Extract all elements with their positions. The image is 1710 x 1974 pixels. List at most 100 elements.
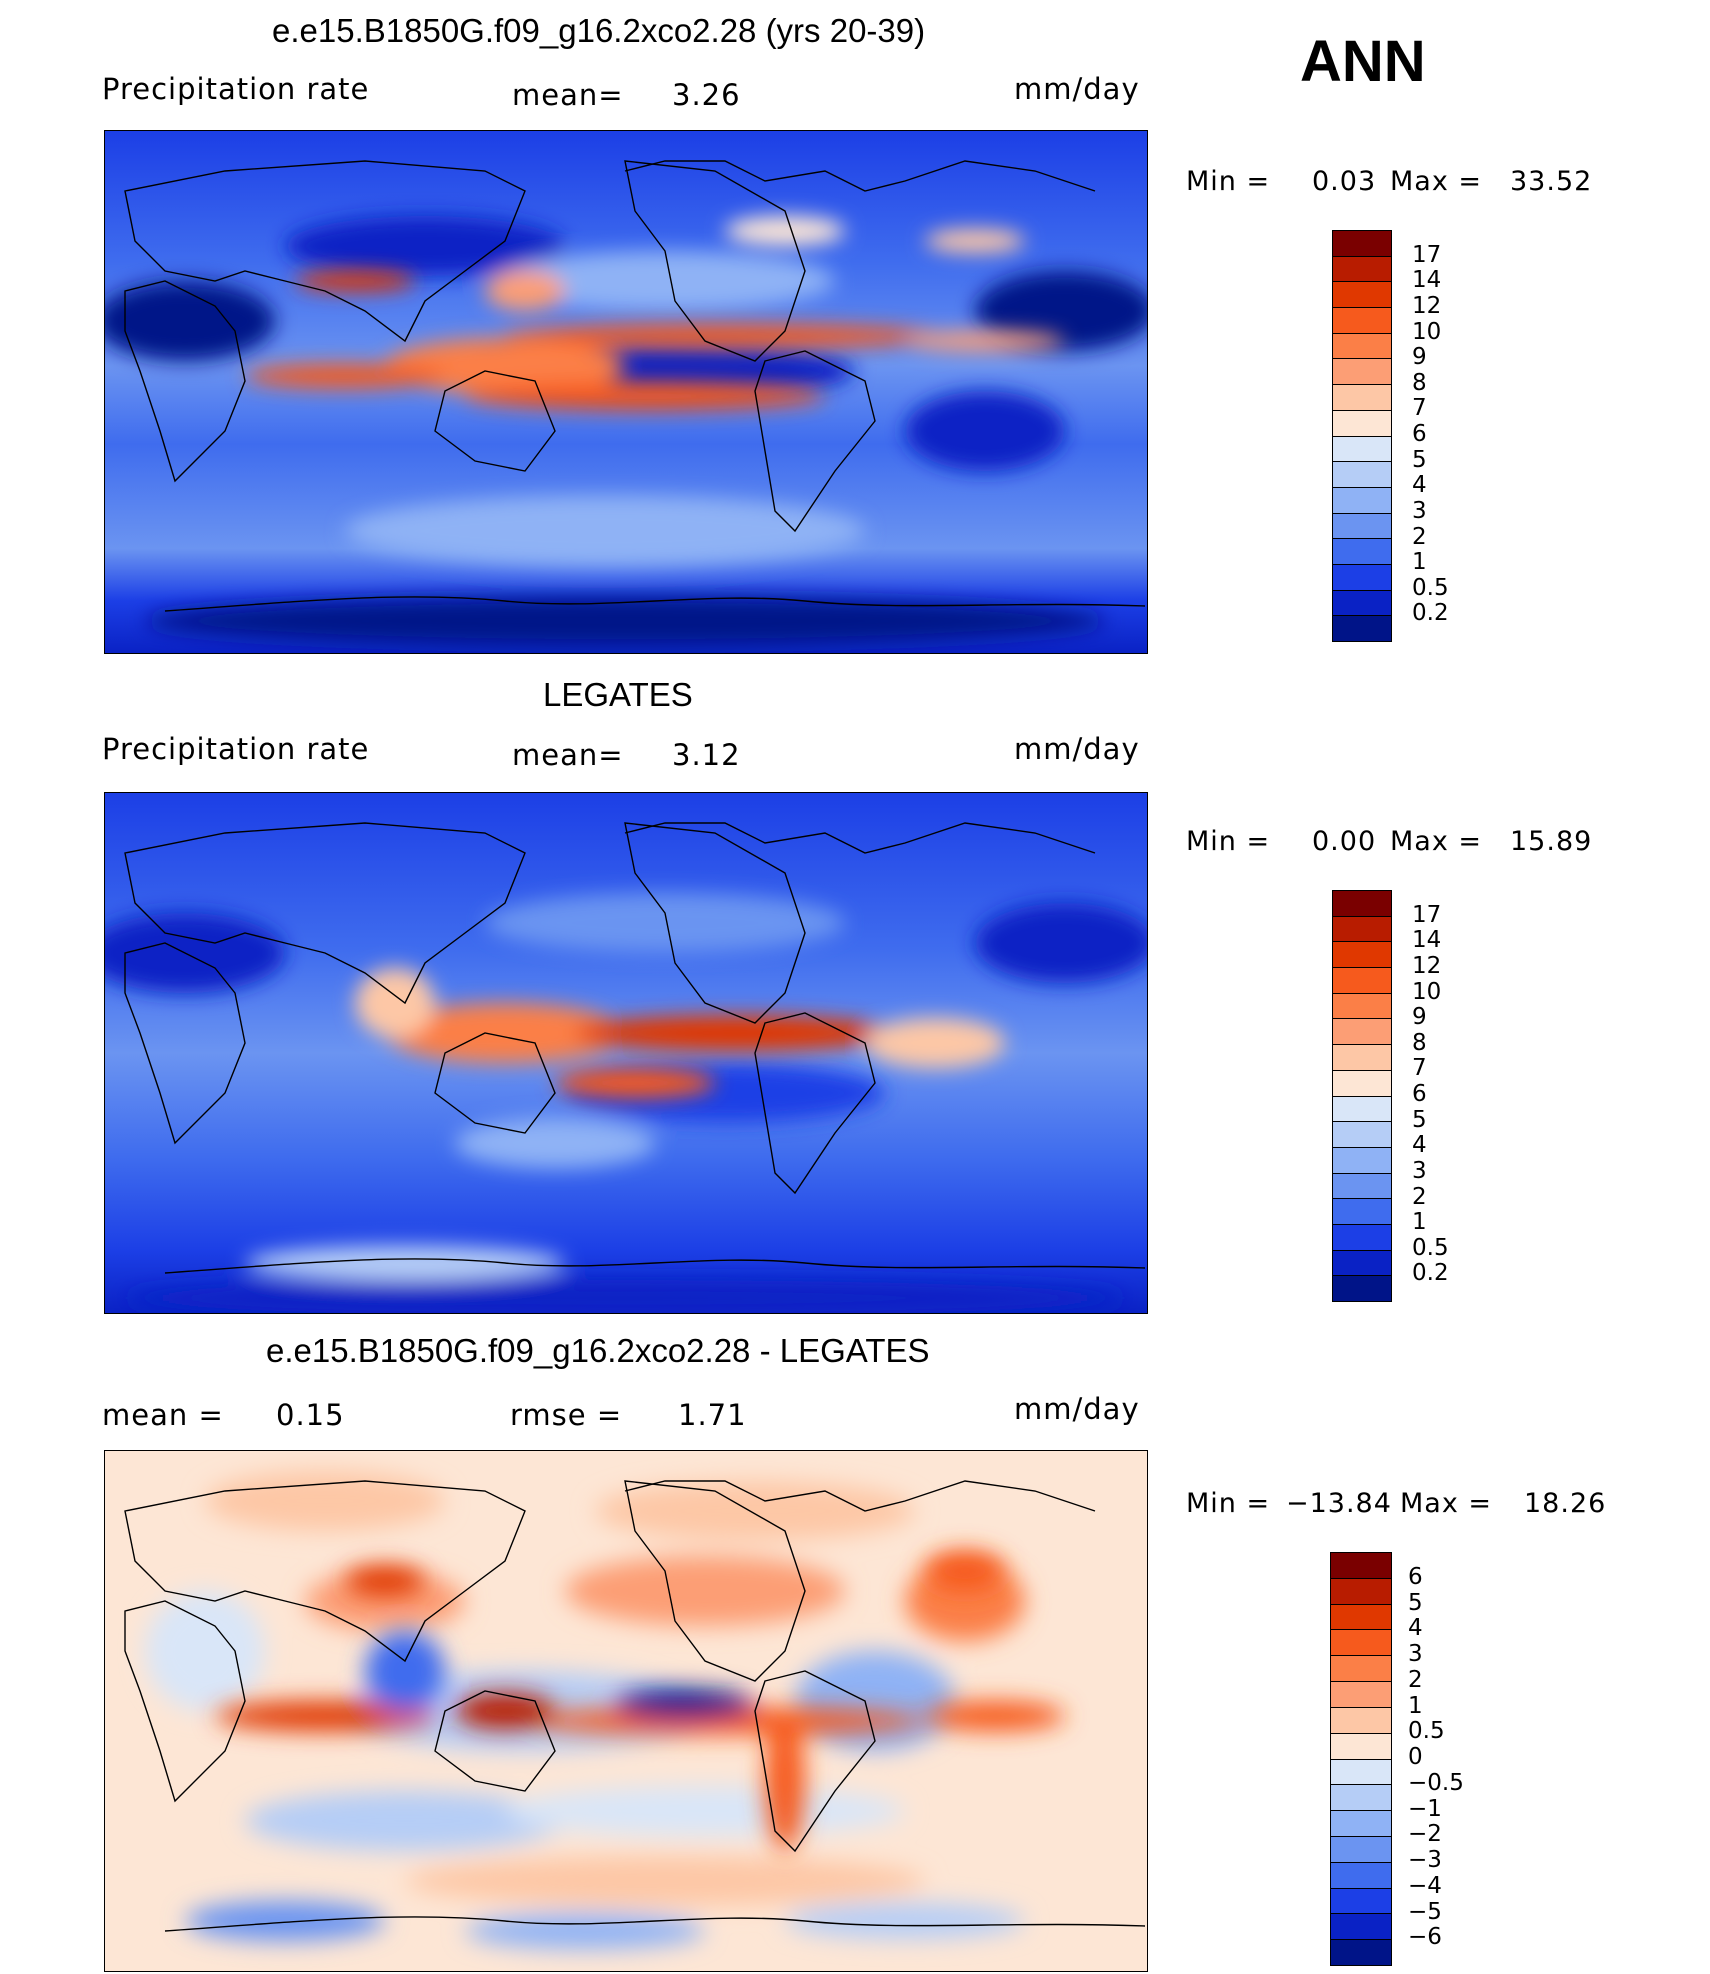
panel1-mean-label: mean= (512, 78, 624, 112)
colorbar-swatch (1333, 282, 1391, 309)
colorbar-swatch (1331, 1862, 1391, 1889)
panel2-mean-value: 3.12 (672, 738, 741, 772)
colorbar-level-label: −3 (1408, 1847, 1442, 1873)
panel2-title: LEGATES (543, 676, 693, 713)
panel3-mean-label: mean = (102, 1398, 224, 1432)
colorbar-level-label: 1 (1412, 1209, 1427, 1236)
colorbar-swatch (1333, 916, 1391, 943)
colorbar-level-label: 0 (1408, 1744, 1423, 1770)
colorbar-swatch (1331, 1656, 1391, 1683)
colorbar-level-label: 0.5 (1408, 1718, 1445, 1745)
colorbar-level-label: 6 (1408, 1563, 1423, 1590)
colorbar-level-label: 4 (1408, 1615, 1423, 1642)
colorbar-swatch (1333, 564, 1391, 591)
panel3-rmse-label: rmse = (510, 1398, 623, 1432)
colorbar-level-label: −1 (1408, 1795, 1442, 1822)
panel1-max-value: 33.52 (1510, 166, 1593, 197)
colorbar-level-label: 7 (1412, 1055, 1427, 1082)
panel3-title: e.e15.B1850G.f09_g16.2xco2.28 - LEGATES (266, 1332, 930, 1369)
panel2-units: mm/day (1014, 732, 1140, 766)
panel1-map (104, 130, 1148, 654)
panel2-mean-label: mean= (512, 738, 624, 772)
colorbar-swatch (1333, 1070, 1391, 1097)
panel1-min-value: 0.03 (1312, 166, 1377, 197)
colorbar-level-label: 9 (1412, 344, 1427, 371)
colorbar-level-label: 12 (1412, 292, 1442, 319)
colorbar-swatch (1333, 1045, 1391, 1071)
colorbar-level-label: 1 (1412, 549, 1427, 576)
colorbar-swatch (1331, 1811, 1391, 1837)
colorbar-level-label: 3 (1412, 497, 1427, 524)
season-label: ANN (1300, 29, 1426, 94)
colorbar-swatch (1333, 513, 1391, 540)
colorbar-swatch (1331, 1682, 1391, 1708)
colorbar-swatch (1331, 1914, 1391, 1941)
colorbar-level-label: −2 (1408, 1821, 1442, 1848)
panel1-mean-value: 3.26 (672, 78, 741, 112)
panel1-units: mm/day (1014, 72, 1140, 106)
colorbar-level-label: 8 (1412, 1029, 1427, 1056)
colorbar-swatch (1333, 487, 1391, 514)
colorbar-swatch (1333, 231, 1391, 257)
colorbar-swatch (1333, 539, 1391, 565)
colorbar-level-label: −4 (1408, 1872, 1442, 1899)
panel2-variable: Precipitation rate (102, 732, 370, 766)
colorbar-swatch (1331, 1604, 1391, 1631)
panel3-min-value: −13.84 (1286, 1488, 1392, 1519)
colorbar-swatch (1333, 1224, 1391, 1251)
panel3-rmse-value: 1.71 (678, 1398, 747, 1432)
panel3-colorbar (1330, 1552, 1392, 1966)
colorbar-level-label: 14 (1412, 267, 1442, 294)
panel1-colorbar (1332, 230, 1392, 642)
colorbar-swatch (1333, 1122, 1391, 1148)
panel3-mean-value: 0.15 (276, 1398, 345, 1432)
colorbar-level-label: 5 (1408, 1589, 1423, 1616)
panel3-max-value: 18.26 (1524, 1488, 1607, 1519)
colorbar-swatch (1331, 1836, 1391, 1863)
colorbar-swatch (1333, 616, 1391, 641)
panel2-max-label: Max = (1390, 826, 1483, 857)
colorbar-level-label: 12 (1412, 952, 1442, 979)
colorbar-swatch (1333, 462, 1391, 488)
colorbar-level-label: 3 (1408, 1641, 1423, 1667)
panel2-min-label: Min = (1186, 826, 1271, 857)
panel1-title: e.e15.B1850G.f09_g16.2xco2.28 (yrs 20-39… (272, 12, 926, 49)
colorbar-level-label: −0.5 (1408, 1769, 1464, 1796)
colorbar-level-label: 5 (1412, 446, 1427, 473)
colorbar-swatch (1331, 1733, 1391, 1760)
colorbar-swatch (1333, 590, 1391, 617)
colorbar-swatch (1333, 1250, 1391, 1277)
colorbar-swatch (1331, 1630, 1391, 1657)
colorbar-level-label: 7 (1412, 395, 1427, 422)
colorbar-level-label: 17 (1412, 901, 1442, 928)
panel1-variable: Precipitation rate (102, 72, 370, 106)
panel2-min-value: 0.00 (1312, 826, 1377, 857)
colorbar-level-label: 2 (1412, 1183, 1427, 1210)
colorbar-swatch (1333, 308, 1391, 334)
colorbar-swatch (1333, 891, 1391, 917)
panel3-max-label: Max = (1400, 1488, 1493, 1519)
colorbar-level-label: 17 (1412, 241, 1442, 268)
colorbar-level-label: 2 (1408, 1666, 1423, 1693)
colorbar-level-label: 10 (1412, 318, 1442, 345)
colorbar-level-label: 9 (1412, 1004, 1427, 1031)
colorbar-swatch (1333, 385, 1391, 411)
colorbar-swatch (1333, 410, 1391, 437)
colorbar-level-label: 0.5 (1412, 574, 1449, 601)
colorbar-level-label: 6 (1412, 1081, 1427, 1107)
colorbar-swatch (1333, 333, 1391, 360)
panel2-map (104, 792, 1148, 1314)
panel1-min-label: Min = (1186, 166, 1271, 197)
colorbar-swatch (1331, 1940, 1391, 1965)
colorbar-level-label: 4 (1412, 1132, 1427, 1159)
colorbar-swatch (1333, 1019, 1391, 1046)
panel3-units: mm/day (1014, 1392, 1140, 1426)
colorbar-swatch (1331, 1759, 1391, 1786)
colorbar-swatch (1333, 993, 1391, 1020)
colorbar-level-label: 1 (1408, 1692, 1423, 1719)
colorbar-level-label: 8 (1412, 369, 1427, 396)
colorbar-swatch (1331, 1578, 1391, 1605)
colorbar-level-label: 5 (1412, 1106, 1427, 1133)
colorbar-swatch (1331, 1553, 1391, 1579)
panel2-colorbar (1332, 890, 1392, 1302)
